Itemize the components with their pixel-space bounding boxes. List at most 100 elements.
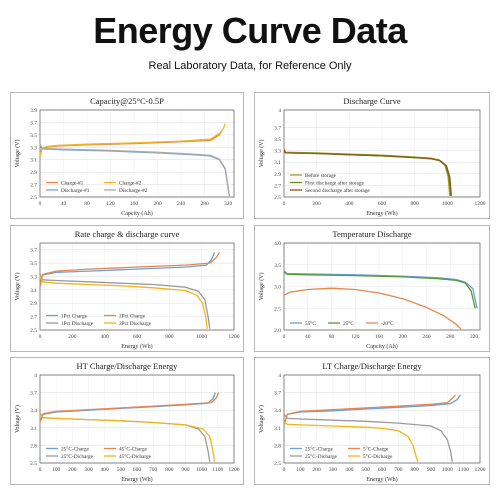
x-tick-label: 700 <box>149 467 158 473</box>
series-line-25-c-dicharge <box>283 413 453 462</box>
y-tick-label: 3.1 <box>30 426 37 432</box>
series-line-2pct-charge <box>39 252 221 287</box>
y-tick-label: 4.0 <box>274 241 281 247</box>
y-tick-label: 4 <box>34 373 37 379</box>
x-tick-label: 400 <box>345 467 354 473</box>
x-tick-label: 900 <box>427 467 436 473</box>
x-tick-label: 40 <box>305 334 311 340</box>
x-tick-label: 200 <box>153 201 162 207</box>
x-tick-label: 160 <box>130 201 139 207</box>
x-tick-label: 100 <box>296 467 305 473</box>
y-tick-label: 2.8 <box>274 443 281 449</box>
chart-rate-charge-discharge: Rate charge & discharge curve 2.5 2.7 2.9 3.… <box>10 225 244 352</box>
x-tick-label: 80 <box>84 201 90 207</box>
x-tick-label: 200 <box>68 467 77 473</box>
x-tick-label: 320 <box>470 334 479 340</box>
x-tick-label: 800 <box>411 201 420 207</box>
chart-title: HT Charge/Discharge Energy <box>77 361 179 371</box>
y-tick-label: 2.5 <box>274 195 281 201</box>
x-tick-label: 280 <box>200 201 209 207</box>
x-tick-label: 1100 <box>212 467 223 473</box>
x-tick-label: 280 <box>446 334 455 340</box>
x-axis-label: Energy (Wh) <box>366 210 397 217</box>
chart-temperature-discharge: Temperature Discharge 2.0 2.5 3.0 3.5 4.0 0 40 8… <box>254 225 490 352</box>
legend-label-55-c: 55°C <box>305 320 316 327</box>
y-tick-label: 3.5 <box>30 133 37 139</box>
x-tick-label: 600 <box>378 467 387 473</box>
legend-label-45-c-dicharge: 45°C-Dicharge <box>119 453 152 460</box>
y-tick-label: 3.7 <box>274 125 281 131</box>
y-tick-label: 3.1 <box>30 158 37 164</box>
y-tick-label: 2.7 <box>30 315 37 321</box>
chart-title: Discharge Curve <box>343 96 400 106</box>
series-line-55-c <box>283 270 478 309</box>
x-tick-label: 600 <box>133 467 142 473</box>
legend-label-before-storage: Before storage <box>305 172 337 179</box>
x-tick-label: 1200 <box>229 334 240 340</box>
series-line-1pct-discharge <box>39 274 211 329</box>
y-tick-label: 2.5 <box>274 306 281 312</box>
y-tick-label: 3.9 <box>30 108 37 114</box>
y-tick-label: 2.9 <box>30 301 37 307</box>
y-tick-label: 3.1 <box>274 160 281 166</box>
x-tick-label: 100 <box>52 467 61 473</box>
x-tick-label: 320 <box>224 201 233 207</box>
y-tick-label: 3.4 <box>274 408 281 414</box>
x-tick-label: 500 <box>362 467 371 473</box>
y-tick-label: 3.7 <box>30 391 37 397</box>
x-tick-label: 700 <box>394 467 403 473</box>
y-tick-label: 4 <box>278 108 281 114</box>
legend-label-charge-2: Charge-#2 <box>119 181 142 187</box>
x-tick-label: 1200 <box>475 201 486 207</box>
x-tick-label: 200 <box>68 334 77 340</box>
y-tick-label: 3.7 <box>274 391 281 397</box>
y-tick-label: 3.7 <box>30 120 37 126</box>
x-tick-label: 600 <box>133 334 142 340</box>
legend-label-1pct-charge: 1Pct Charge <box>61 314 88 320</box>
x-axis-label: Energy (Wh) <box>121 343 152 350</box>
x-tick-label: 1100 <box>458 467 469 473</box>
y-tick-label: 2.5 <box>30 195 37 201</box>
x-tick-label: 200 <box>399 334 408 340</box>
x-tick-label: 400 <box>101 334 110 340</box>
y-tick-label: 2.7 <box>274 183 281 189</box>
y-tick-label: 2.5 <box>274 461 281 467</box>
y-tick-label: 3.3 <box>30 145 37 151</box>
chart-frame <box>10 225 244 352</box>
chart-title: Rate charge & discharge curve <box>75 229 180 239</box>
y-tick-label: 3.1 <box>30 288 37 294</box>
x-tick-label: 300 <box>329 467 338 473</box>
plot-area <box>283 109 481 198</box>
plot-area <box>283 242 481 331</box>
chart-discharge-curve: Discharge Curve 2.5 2.7 2.9 3.1 3.3 3.5 3.7 4 0 20… <box>254 92 490 219</box>
y-tick-label: 2.5 <box>30 328 37 334</box>
series-line-20-c <box>283 287 462 330</box>
x-tick-label: 400 <box>101 467 110 473</box>
y-tick-label: 3.5 <box>30 261 37 267</box>
x-axis-label: Energy (Wh) <box>366 476 397 483</box>
series-line-charge-2 <box>39 123 226 157</box>
plot-area <box>283 374 481 464</box>
series-line-5-c-dicharge <box>283 421 419 463</box>
series-line-2pct-discharge <box>39 276 208 329</box>
y-tick-label: 3.7 <box>30 248 37 254</box>
y-tick-label: 3.0 <box>274 285 281 291</box>
page-title: Energy Curve Data <box>93 10 407 51</box>
y-tick-label: 4 <box>278 373 281 379</box>
y-tick-label: 2.7 <box>30 183 37 189</box>
y-axis-label: Voltage (V) <box>14 405 21 433</box>
series-line-45-c-dicharge <box>39 413 216 462</box>
y-tick-label: 2.9 <box>30 170 37 176</box>
x-tick-label: 240 <box>422 334 431 340</box>
series-line-discharge-2 <box>39 143 230 196</box>
legend-label-1pct-discharge: 1Pct Discharge <box>61 321 94 327</box>
x-tick-label: 0 <box>283 334 286 340</box>
x-tick-label: 1000 <box>196 467 207 473</box>
x-tick-label: 40 <box>61 201 67 207</box>
series-line-45-c-charge <box>39 392 220 423</box>
x-axis-label: Capcity (Ah) <box>366 343 398 350</box>
legend-label-20-c: -20°C <box>381 320 394 327</box>
x-tick-label: 80 <box>329 334 335 340</box>
y-tick-label: 3.3 <box>30 274 37 280</box>
x-tick-label: 200 <box>313 467 322 473</box>
